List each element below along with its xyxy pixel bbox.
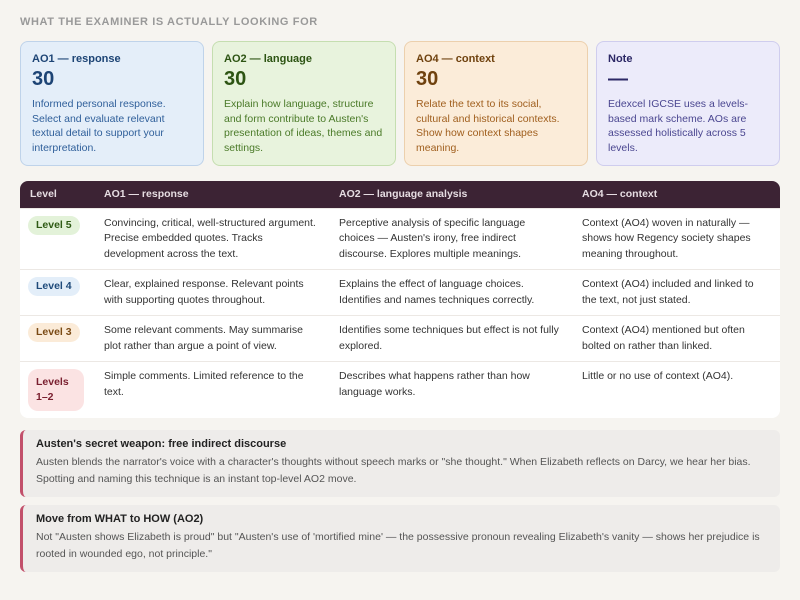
card-value: 30: [416, 68, 439, 90]
table-row: Levels 1–2 Simple comments. Limited refer…: [20, 361, 780, 418]
cell: Context (AO4) woven in naturally — shows…: [572, 207, 780, 270]
table-body: Level 5 Convincing, critical, well-struct…: [20, 207, 780, 418]
cell: Describes what happens rather than how l…: [329, 361, 572, 418]
content: WHAT THE EXAMINER IS ACTUALLY LOOKING FO…: [20, 16, 780, 572]
table-row: Level 5 Convincing, critical, well-struct…: [20, 207, 780, 270]
card-title: AO4 — context: [416, 53, 495, 65]
cell: Clear, explained response. Relevant poin…: [94, 269, 329, 316]
table-row: Level 3 Some relevant comments. May summa…: [20, 315, 780, 362]
column-header: Level: [20, 181, 94, 208]
cards: AO1 — response 30 Informed personal respon…: [20, 41, 780, 166]
level-cell: Levels 1–2: [20, 361, 94, 418]
card-title: AO1 — response: [32, 53, 121, 65]
callout: Austen's secret weapon: free indirect di…: [20, 430, 780, 497]
heading: WHAT THE EXAMINER IS ACTUALLY LOOKING FO…: [20, 16, 318, 28]
callout-title: Move from WHAT to HOW (AO2): [36, 513, 204, 525]
card-text: Edexcel IGCSE uses a levels-based mark s…: [608, 98, 749, 154]
card-value: —: [608, 68, 628, 90]
column-header: AO4 — context: [572, 181, 780, 208]
column-header: AO1 — response: [94, 181, 329, 208]
card: AO1 — response 30 Informed personal respon…: [20, 41, 204, 166]
column-header: AO2 — language analysis: [329, 181, 572, 208]
levels-table: Level AO1 — response AO2 — language analys…: [20, 181, 780, 418]
card-value: 30: [32, 68, 55, 90]
card: Note — Edexcel IGCSE uses a levels-based m…: [596, 41, 780, 166]
level-cell: Level 4: [20, 269, 94, 316]
cell: Simple comments. Limited reference to th…: [94, 361, 329, 418]
cell: Explains the effect of language choices.…: [329, 269, 572, 316]
callout-text: Austen blends the narrator's voice with …: [36, 456, 751, 485]
card: AO4 — context 30 Relate the text to its so…: [404, 41, 588, 166]
card-title: Note: [608, 53, 633, 65]
card-value: 30: [224, 68, 247, 90]
cell: Convincing, critical, well-structured ar…: [94, 207, 329, 270]
callouts: Austen's secret weapon: free indirect di…: [20, 430, 780, 572]
level-badge: Level 3: [28, 323, 80, 342]
callout-title: Austen's secret weapon: free indirect di…: [36, 438, 287, 450]
level-badge: Level 5: [28, 215, 80, 235]
cell: Context (AO4) mentioned but often bolted…: [572, 315, 780, 362]
card-title: AO2 — language: [224, 53, 313, 65]
card-text: Relate the text to its social, cultural …: [416, 98, 560, 154]
callout: Move from WHAT to HOW (AO2) Not "Austen s…: [20, 505, 780, 572]
cell: Identifies some techniques but effect is…: [329, 315, 572, 362]
table-row: Level 4 Clear, explained response. Releva…: [20, 269, 780, 316]
header-row: Level AO1 — response AO2 — language analys…: [20, 181, 780, 208]
cell: Perceptive analysis of specific language…: [329, 207, 572, 270]
card-text: Informed personal response. Select and e…: [32, 98, 166, 154]
level-badge: Levels 1–2: [28, 369, 84, 411]
callout-text: Not "Austen shows Elizabeth is proud" bu…: [36, 531, 760, 560]
cell: Little or no use of context (AO4).: [572, 361, 780, 418]
card: AO2 — language 30 Explain how language, st…: [212, 41, 396, 166]
cell: Context (AO4) included and linked to the…: [572, 269, 780, 316]
level-cell: Level 5: [20, 207, 94, 270]
level-cell: Level 3: [20, 315, 94, 362]
level-badge: Level 4: [28, 277, 80, 296]
cell: Some relevant comments. May summarise pl…: [94, 315, 329, 362]
card-text: Explain how language, structure and form…: [224, 98, 383, 154]
